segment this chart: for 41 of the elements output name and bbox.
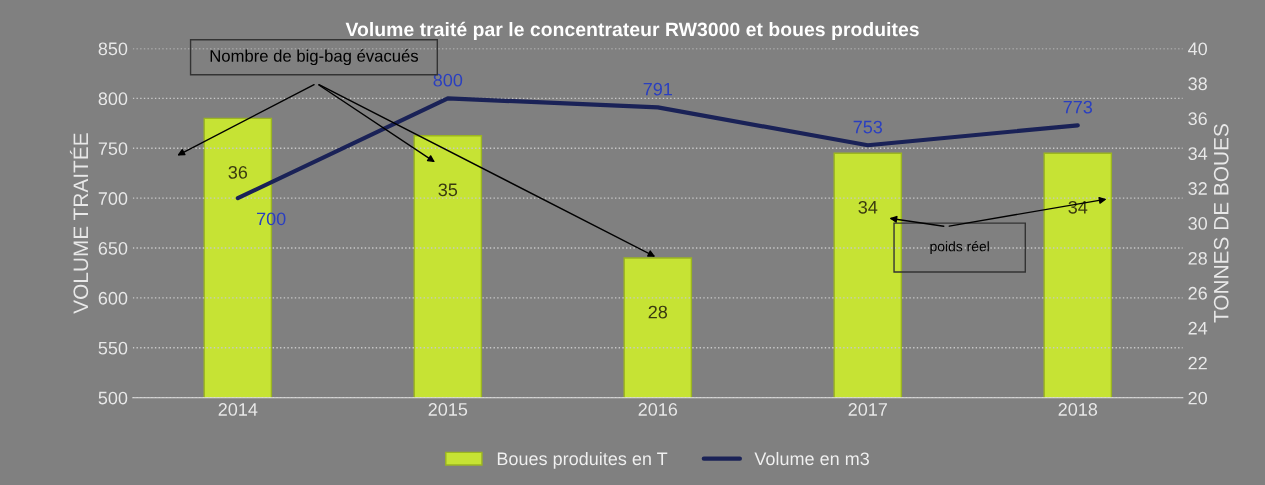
y-tick-label: 750 (98, 142, 128, 155)
data-label: 800 (433, 73, 463, 87)
data-label: 700 (257, 212, 286, 226)
y2-tick-label: 40 (1188, 42, 1208, 56)
data-label: 791 (643, 82, 672, 96)
annotation: poids réel (930, 240, 989, 255)
y-tick-label: 500 (98, 391, 128, 405)
x-tick-label: 2018 (1058, 403, 1098, 416)
data-label: 753 (853, 120, 883, 134)
chart-title: Volume traité par le concentrateur RW3000 et boues produites (345, 21, 919, 41)
x-tick-label: 2014 (218, 403, 258, 416)
y2-axis-title: TONNES DE BOUES (1213, 124, 1229, 323)
y2-tick-label: 24 (1188, 321, 1208, 335)
y-tick-label: 850 (98, 42, 128, 56)
y2-tick-label: 26 (1188, 286, 1207, 300)
y2-tick-label: 38 (1188, 77, 1207, 91)
y-tick-label: 650 (98, 241, 128, 255)
y-tick-label: 600 (98, 291, 128, 305)
annotation: Nombre de big-bag évacués (210, 49, 419, 66)
y2-tick-label: 30 (1188, 217, 1208, 230)
y2-tick-label: 22 (1188, 356, 1207, 370)
data-label: 34 (858, 200, 878, 214)
x-tick-label: 2016 (638, 403, 678, 416)
y2-tick-label: 34 (1188, 147, 1208, 160)
y-tick-label: 800 (98, 92, 128, 106)
y2-tick-label: 20 (1188, 391, 1208, 405)
data-label: 34 (1068, 200, 1088, 214)
y2-tick-label: 36 (1188, 112, 1207, 126)
x-tick-label: 2017 (848, 403, 887, 416)
x-tick-label: 2015 (428, 403, 468, 416)
y2-tick-label: 32 (1188, 182, 1207, 195)
data-label: 28 (648, 305, 668, 319)
y-tick-label: 550 (98, 341, 128, 355)
data-label: 773 (1063, 100, 1093, 114)
data-label: 36 (228, 165, 248, 179)
y-axis-title: VOLUME TRAITÉE (69, 133, 89, 314)
legend-label: Volume en m3 (754, 451, 869, 466)
legend-label: Boues produites en T (497, 451, 668, 469)
y-tick-label: 700 (98, 192, 128, 205)
data-label: 35 (438, 183, 458, 197)
y2-tick-label: 28 (1188, 251, 1207, 265)
